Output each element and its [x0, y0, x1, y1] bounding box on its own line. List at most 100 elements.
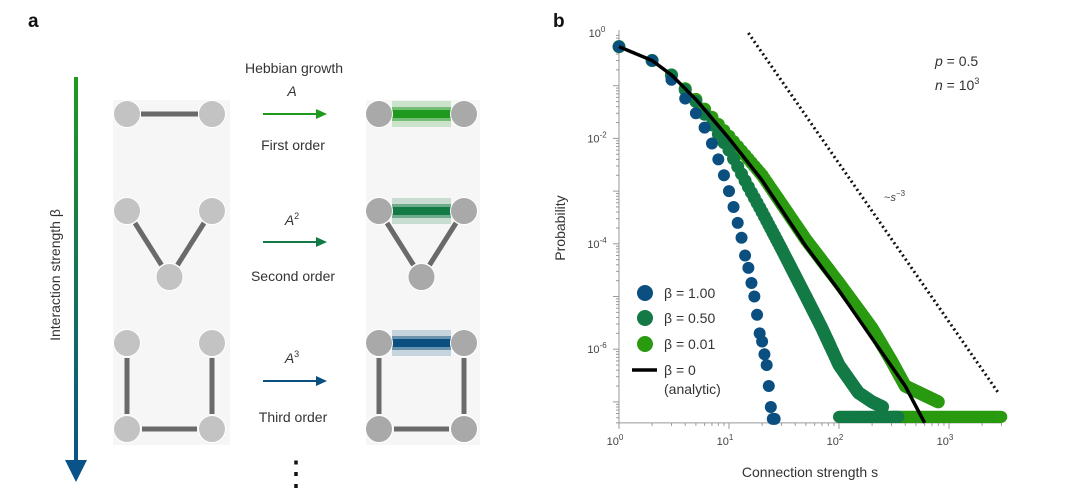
initial-graph	[113, 100, 226, 128]
strengthened-edge	[392, 207, 451, 215]
initial-graph	[113, 329, 226, 443]
node	[198, 415, 226, 443]
analytic-line	[618, 45, 927, 424]
node	[407, 263, 436, 291]
legend-dot-swatch	[637, 285, 653, 301]
node	[365, 415, 393, 443]
arrow-head-icon	[316, 109, 327, 119]
data-point	[705, 137, 718, 150]
annotation-p: p = 0.5	[934, 53, 978, 69]
grown-graph	[365, 329, 478, 443]
annotation-n: n = 103	[935, 76, 979, 93]
legend-label: β = 0.50	[664, 310, 715, 326]
grown-graph	[365, 197, 478, 291]
edge	[132, 221, 164, 267]
node	[365, 100, 393, 128]
data-point	[764, 401, 777, 414]
data-point	[712, 153, 725, 166]
data-point	[892, 410, 905, 423]
operator-label: A	[286, 83, 296, 99]
initial-graph	[113, 197, 226, 291]
x-axis-label: Connection strength s	[742, 464, 878, 480]
x-tick-label: 103	[937, 433, 954, 448]
legend-item: β = 0.01	[637, 336, 715, 352]
y-tick-label: 100	[589, 25, 606, 40]
node	[113, 100, 141, 128]
node	[155, 263, 184, 291]
ellipsis-icon: ⋮	[279, 455, 313, 493]
row-3: A3 Third order	[113, 329, 478, 443]
node	[113, 329, 141, 357]
row-2: A2 Second order	[113, 197, 478, 291]
node	[365, 329, 393, 357]
hebbian-growth-title: Hebbian growth	[245, 60, 343, 76]
data-point	[723, 185, 735, 198]
data-point	[995, 410, 1008, 423]
panel-a: a Interaction strength β Hebbian growth …	[28, 11, 480, 493]
operator-label: A3	[284, 349, 299, 366]
panel-a-label: a	[28, 11, 39, 32]
x-tick-label: 102	[827, 433, 844, 448]
node	[198, 197, 226, 225]
data-point	[742, 261, 755, 274]
legend-item: β = 0.50	[637, 310, 715, 326]
series-050	[612, 40, 905, 423]
data-point	[727, 200, 740, 213]
data-point	[762, 380, 775, 393]
data-point	[745, 277, 758, 290]
edge	[175, 221, 207, 267]
data-point	[717, 169, 730, 182]
arrow-head-icon	[65, 460, 87, 482]
data-point	[731, 216, 744, 229]
row-1: A First order	[113, 83, 478, 153]
data-point	[876, 400, 890, 414]
data-point	[679, 92, 692, 105]
node	[450, 329, 478, 357]
data-point	[756, 335, 769, 348]
node	[198, 329, 226, 357]
data-point	[751, 308, 764, 321]
node	[365, 197, 393, 225]
arrow-head-icon	[316, 237, 327, 247]
node	[113, 415, 141, 443]
legend-dot-swatch	[637, 336, 653, 352]
grown-graph	[365, 100, 478, 128]
panel-b: b 100 101 102 103 100 10-2 10-4 10-6 Probabilit…	[552, 11, 1008, 480]
y-tick-label: 10-4	[587, 236, 607, 251]
series-100	[613, 40, 781, 425]
interaction-strength-label: Interaction strength β	[47, 209, 63, 341]
edge	[427, 221, 459, 267]
node	[113, 197, 141, 225]
order-label: First order	[261, 137, 325, 153]
legend-item: β = 0 (analytic)	[632, 362, 721, 397]
data-point	[768, 412, 781, 425]
legend-item: β = 1.00	[637, 285, 715, 301]
strengthened-edge	[392, 110, 451, 118]
legend-label: β = 0	[664, 362, 696, 378]
y-tick-label: 10-2	[587, 130, 607, 145]
data-point	[760, 359, 773, 372]
scaling-annotation: ~s−3	[884, 189, 906, 204]
panel-b-label: b	[553, 11, 565, 32]
data-point	[748, 290, 761, 303]
node	[450, 197, 478, 225]
node	[450, 100, 478, 128]
x-tick-label: 101	[717, 433, 734, 448]
arrow-head-icon	[316, 376, 327, 386]
y-tick-label: 10-6	[587, 341, 607, 356]
legend-label: β = 1.00	[664, 285, 715, 301]
legend: β = 1.00 β = 0.50 β = 0.01 β = 0 (analytic)	[632, 285, 721, 397]
data-point	[698, 121, 711, 134]
order-label: Third order	[259, 409, 328, 425]
operator-label: A2	[284, 211, 299, 228]
interaction-strength-arrow	[74, 77, 78, 462]
legend-dot-swatch	[637, 310, 653, 326]
x-tick-label: 100	[607, 433, 624, 448]
legend-label-line2: (analytic)	[664, 381, 721, 397]
node	[198, 100, 226, 128]
data-point	[735, 231, 748, 244]
data-point	[758, 348, 771, 361]
data-point	[689, 107, 702, 120]
legend-label: β = 0.01	[664, 336, 715, 352]
